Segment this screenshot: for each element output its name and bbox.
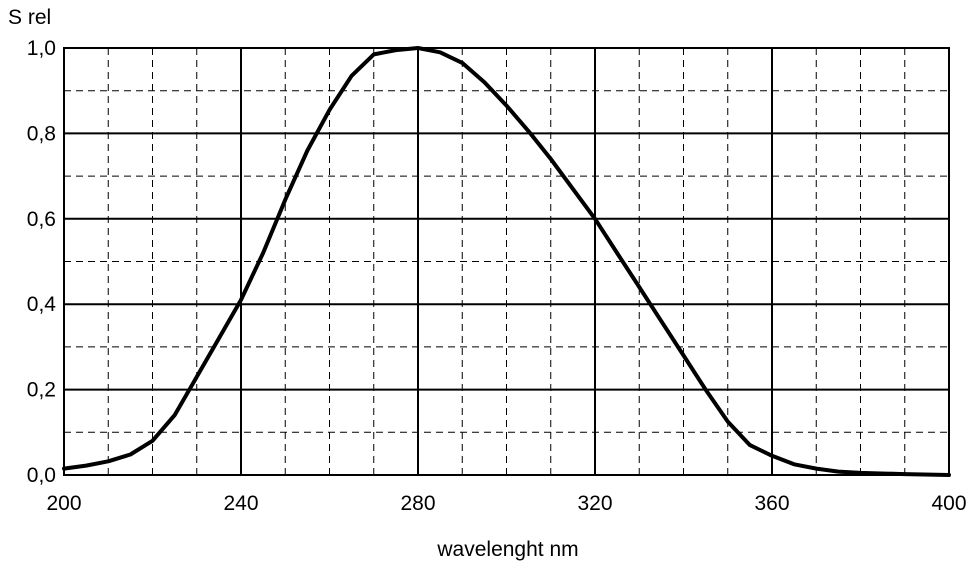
y-tick-label: 0,8 xyxy=(27,122,56,145)
x-tick-label: 320 xyxy=(577,492,612,515)
y-tick-label: 0,6 xyxy=(27,208,56,231)
y-axis-title: S rel xyxy=(8,6,51,29)
series-layer xyxy=(62,46,951,477)
y-tick-label: 0,4 xyxy=(27,293,57,316)
x-tick-label: 200 xyxy=(46,492,81,515)
sensitivity-curve xyxy=(62,46,951,477)
y-tick-label: 0,2 xyxy=(27,379,56,402)
x-tick-label: 360 xyxy=(754,492,789,515)
x-axis-title: wavelenght nm xyxy=(436,538,578,561)
minor-gridlines xyxy=(64,48,949,475)
y-tick-label: 0,0 xyxy=(27,464,56,487)
major-gridlines xyxy=(64,48,949,475)
x-tick-label: 280 xyxy=(400,492,435,515)
plot-frame xyxy=(63,47,950,476)
x-tick-label: 240 xyxy=(223,492,258,515)
x-tick-label: 400 xyxy=(931,492,966,515)
y-tick-labels: 0,0 0,2 0,4 0,6 0,8 1,0 xyxy=(27,37,57,487)
x-tick-labels: 200 240 280 320 360 400 xyxy=(46,492,966,515)
y-tick-label: 1,0 xyxy=(27,37,56,60)
